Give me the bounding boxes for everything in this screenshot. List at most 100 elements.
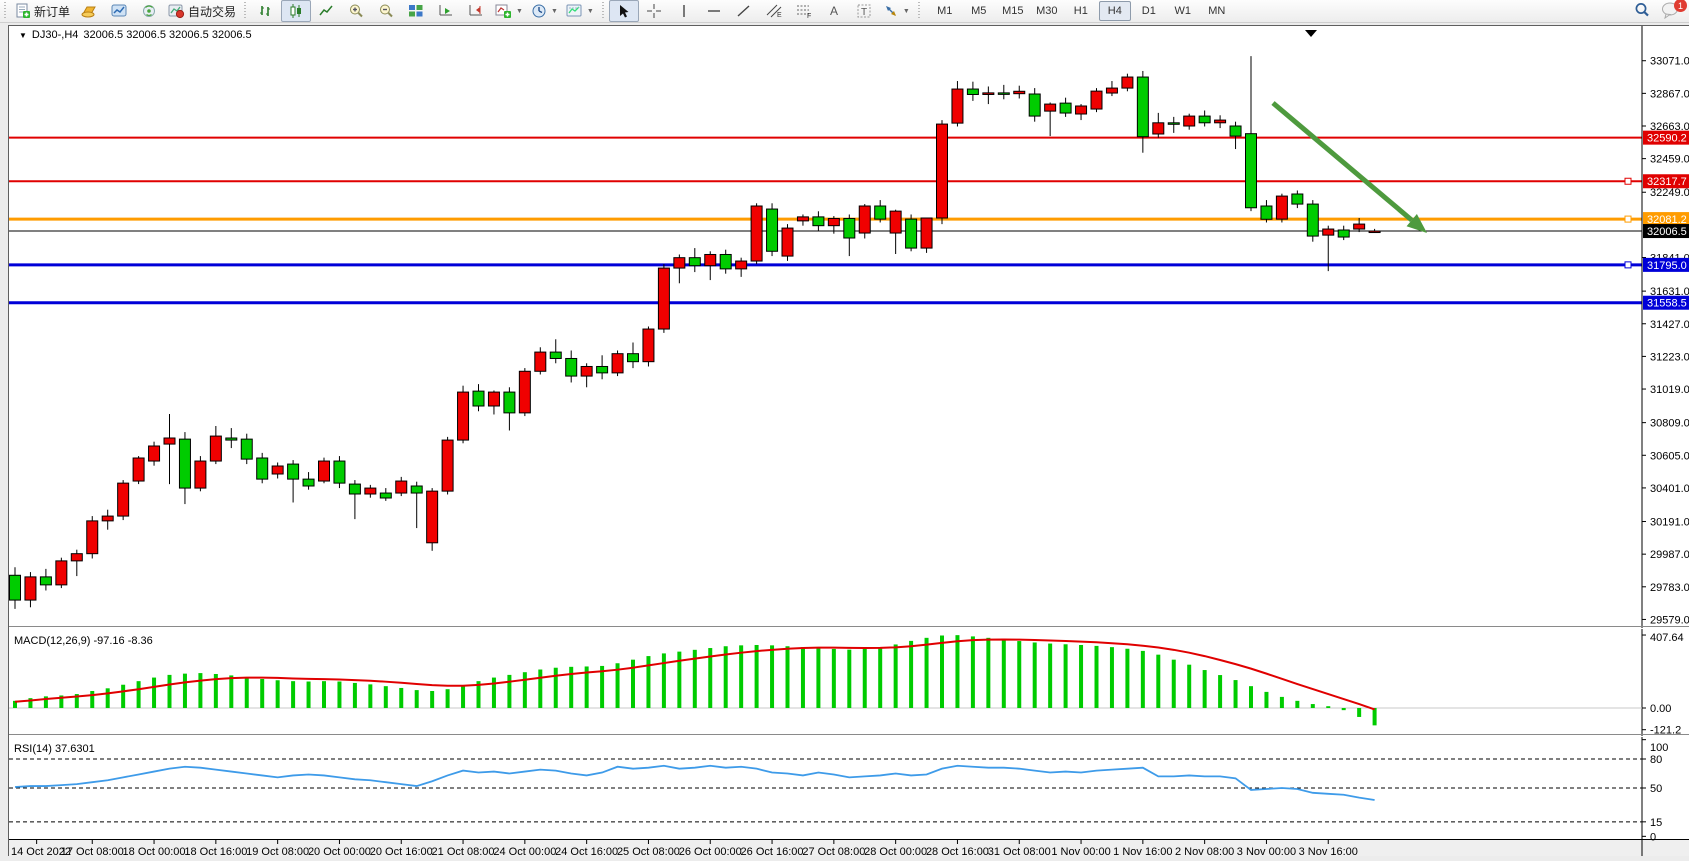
notifications-button[interactable]: 1 (1661, 0, 1687, 21)
macd-bar (538, 669, 543, 708)
chart-shift-marker[interactable] (1305, 30, 1317, 37)
window-bottom-strip (0, 856, 1689, 861)
label-tool-button[interactable]: T (849, 0, 879, 22)
candle (982, 92, 995, 95)
hline-handle[interactable] (1624, 177, 1632, 185)
auto-trading-button[interactable]: 自动交易 (164, 0, 240, 22)
macd-bar (260, 679, 265, 708)
price-tick-label: 29579.0 (1650, 614, 1689, 626)
macd-bar (322, 681, 326, 708)
indicators-button[interactable]: ▼ (491, 0, 527, 22)
horizontal-line-tool-button[interactable] (699, 0, 729, 22)
price-tick-label: 29783.0 (1650, 582, 1689, 594)
time-label: 26 Oct 00:00 (679, 846, 742, 856)
candle (874, 205, 887, 220)
templates-button[interactable]: ▼ (562, 0, 598, 22)
time-label: 1 Nov 16:00 (1113, 846, 1172, 856)
hline-handle[interactable] (1624, 215, 1632, 223)
macd-bar (677, 651, 682, 708)
macd-bar (522, 672, 527, 708)
fibonacci-tool-button[interactable]: F (789, 0, 819, 22)
trend-arrow-annotation[interactable] (1271, 101, 1414, 223)
candle (86, 520, 99, 555)
candle (673, 257, 686, 269)
tile-windows-button[interactable] (401, 0, 431, 22)
candle (503, 391, 516, 414)
price-badge-31795.0 (1643, 257, 1689, 272)
macd-bar (461, 685, 466, 708)
candle (518, 370, 531, 414)
price-tick-label: 30605.0 (1650, 450, 1689, 462)
timeframe-button-m1[interactable]: M1 (937, 5, 953, 17)
candle (1059, 102, 1072, 114)
search-icon[interactable] (1633, 1, 1651, 22)
zoom-in-button[interactable] (341, 0, 371, 22)
candle (457, 391, 470, 441)
timeframe-button-d1[interactable]: D1 (1141, 5, 1156, 17)
macd-bar (1017, 641, 1022, 708)
hline-handle[interactable] (1624, 261, 1632, 269)
price-tick-label: 32663.0 (1650, 121, 1689, 133)
chevron-down-icon: ▼ (550, 7, 558, 15)
arrows-tool-button[interactable]: ▼ (879, 0, 914, 22)
macd-bar (430, 690, 435, 708)
candle (1013, 90, 1026, 95)
chart-canvas[interactable]: 33071.032867.032663.032459.032249.031841… (9, 26, 1689, 858)
bar-chart-mode-button[interactable] (251, 0, 281, 22)
periods-button[interactable]: ▼ (527, 0, 562, 22)
toolbar: 新订单 自动交易 ▼ ▼ ▼ E F A T ▼ M1 M5 M15 M30 H1 H4 D… (0, 0, 1689, 23)
crosshair-tool-button[interactable] (639, 0, 669, 22)
price-badge-31795.0-text: 31795.0 (1647, 260, 1687, 272)
candle (1152, 122, 1165, 135)
collapse-arrow-icon[interactable]: ▼ (19, 30, 27, 40)
trendline-icon (736, 3, 752, 19)
rsi-scale-label: 80 (1650, 754, 1662, 766)
market-button[interactable] (74, 0, 104, 22)
macd-bar (1156, 654, 1161, 708)
candle (1198, 115, 1211, 124)
timeframe-button-m30[interactable]: M30 (1036, 5, 1058, 17)
trendline-tool-button[interactable] (729, 0, 759, 22)
candlestick-mode-button[interactable] (281, 0, 312, 22)
rsi-scale-label: 100 (1650, 742, 1668, 754)
price-tick-label: 30401.0 (1650, 483, 1689, 495)
cursor-tool-button[interactable] (608, 0, 639, 22)
auto-scroll-button[interactable] (431, 0, 461, 22)
chart-shift-button[interactable] (461, 0, 491, 22)
chart-symbol: DJ30-,H4 (31, 29, 79, 41)
toolbar-grip[interactable] (242, 2, 250, 20)
zoom-out-icon (378, 3, 395, 19)
fibo-letter: F (807, 13, 811, 19)
text-tool-button[interactable]: A (819, 0, 849, 22)
macd-bar (646, 656, 651, 708)
timeframe-button-mn[interactable]: MN (1208, 5, 1226, 17)
macd-scale-label: 0.00 (1650, 703, 1671, 715)
time-label: 24 Oct 00:00 (493, 846, 556, 856)
zoom-out-button[interactable] (371, 0, 401, 22)
channel-tool-button[interactable]: E (759, 0, 789, 22)
timeframe-button-m5[interactable]: M5 (971, 5, 987, 17)
profile-chart-button[interactable] (104, 0, 134, 22)
candle (781, 227, 794, 257)
toolbar-grip[interactable] (599, 2, 607, 20)
toolbar-grip[interactable] (915, 2, 923, 20)
toolbar-grip[interactable] (2, 2, 9, 20)
vertical-line-tool-button[interactable] (669, 0, 699, 22)
horizontal-line-icon (706, 3, 722, 19)
macd-bar (631, 659, 635, 708)
macd-bar (940, 635, 944, 708)
candle (1260, 205, 1273, 220)
line-chart-mode-button[interactable] (311, 0, 341, 22)
timeframe-button-m15[interactable]: M15 (1002, 5, 1024, 17)
signal-button[interactable] (134, 0, 164, 22)
macd-bar (136, 681, 141, 708)
candle (1353, 223, 1366, 230)
timeframe-button-h1[interactable]: H1 (1073, 5, 1088, 17)
timeframe-button-w1[interactable]: W1 (1174, 5, 1192, 17)
macd-bar (1187, 664, 1192, 708)
crosshair-icon (646, 3, 662, 19)
new-order-button[interactable]: 新订单 (11, 0, 74, 22)
time-label: 20 Oct 16:00 (370, 846, 433, 856)
timeframe-button-h4[interactable]: H4 (1098, 1, 1131, 21)
